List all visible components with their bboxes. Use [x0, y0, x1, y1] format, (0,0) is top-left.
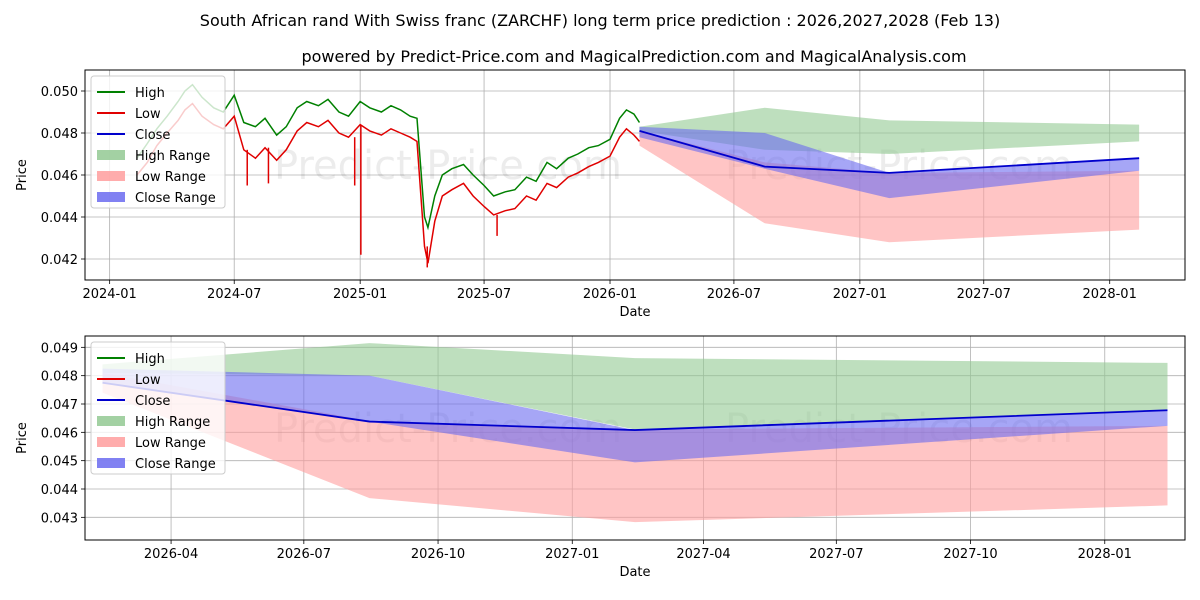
x-tick-label: 2027-04	[676, 547, 730, 562]
legend-low-label: Low	[135, 373, 161, 388]
legend: High Low Close High Range Low Range Close Ran…	[90, 75, 226, 209]
x-tick-label: 2028-01	[1083, 287, 1137, 302]
legend-high-range-label: High Range	[135, 415, 210, 430]
legend-close-range-label: Close Range	[135, 191, 216, 206]
x-tick-label: 2026-10	[411, 547, 465, 562]
x-tick-label: 2027-01	[545, 547, 599, 562]
legend-low-range-label: Low Range	[135, 170, 206, 185]
y-tick-label: 0.042	[41, 253, 78, 268]
close-range-band	[102, 368, 1168, 463]
legend-close-range-label: Close Range	[135, 457, 216, 472]
x-tick-label: 2027-10	[943, 547, 997, 562]
close-forecast-line	[102, 381, 1168, 431]
legend: High Low Close High Range Low Range Close Ran…	[90, 341, 226, 475]
legend-close-label: Close	[135, 394, 170, 409]
x-tick-label: 2027-01	[833, 287, 887, 302]
axes-frame	[84, 335, 1186, 541]
y-tick-label: 0.047	[41, 398, 78, 413]
y-tick-label: 0.046	[41, 426, 78, 441]
high-range-band	[102, 343, 1168, 430]
x-tick-label: 2027-07	[957, 287, 1011, 302]
chart-title: South African rand With Swiss franc (ZAR…	[200, 11, 1000, 30]
x-axis-label: Date	[619, 565, 650, 580]
y-tick-label: 0.045	[41, 455, 78, 470]
x-tick-label: 2025-07	[457, 287, 511, 302]
x-tick-label: 2028-01	[1078, 547, 1132, 562]
legend-low-label: Low	[135, 107, 161, 122]
legend-high-range-swatch	[97, 150, 125, 160]
legend-low-range-swatch	[97, 171, 125, 181]
x-tick-label: 2026-07	[707, 287, 761, 302]
x-tick-label: 2026-01	[583, 287, 637, 302]
x-tick-label: 2026-04	[144, 547, 198, 562]
close-range-band	[639, 126, 1140, 199]
legend-high-label: High	[135, 86, 165, 101]
legend-low-range-label: Low Range	[135, 436, 206, 451]
x-tick-label: 2024-01	[82, 287, 136, 302]
legend-close-range-swatch	[97, 192, 125, 202]
chart-subtitle: powered by Predict-Price.com and Magical…	[301, 47, 966, 66]
watermark: Predict-Price.com	[274, 143, 622, 189]
legend-low-range-swatch	[97, 437, 125, 447]
y-tick-label: 0.046	[41, 169, 78, 184]
y-tick-label: 0.043	[41, 511, 78, 526]
legend-high-range-label: High Range	[135, 149, 210, 164]
y-axis-label: Price	[15, 159, 30, 191]
x-axis-label: Date	[619, 305, 650, 320]
y-tick-label: 0.044	[41, 483, 78, 498]
x-tick-label: 2026-07	[277, 547, 331, 562]
legend-high-label: High	[135, 352, 165, 367]
close-forecast-line	[639, 130, 1140, 174]
x-tick-label: 2025-01	[333, 287, 387, 302]
axes-frame	[84, 69, 1186, 281]
legend-close-label: Close	[135, 128, 170, 143]
y-axis-label: Price	[15, 422, 30, 454]
y-tick-label: 0.048	[41, 370, 78, 385]
bottom-plot: 2026-04 2026-07 2026-10 2027-01 2027-04 2027-…	[15, 335, 1186, 580]
y-tick-label: 0.048	[41, 127, 78, 142]
y-tick-label: 0.049	[41, 341, 78, 356]
y-tick-label: 0.050	[41, 85, 78, 100]
x-tick-label: 2027-07	[809, 547, 863, 562]
x-tick-label: 2024-07	[207, 287, 261, 302]
legend-high-range-swatch	[97, 416, 125, 426]
legend-close-range-swatch	[97, 458, 125, 468]
top-plot: 2024-01 2024-07 2025-01 2025-07 2026-01 2026-…	[15, 69, 1186, 320]
y-tick-label: 0.044	[41, 211, 78, 226]
